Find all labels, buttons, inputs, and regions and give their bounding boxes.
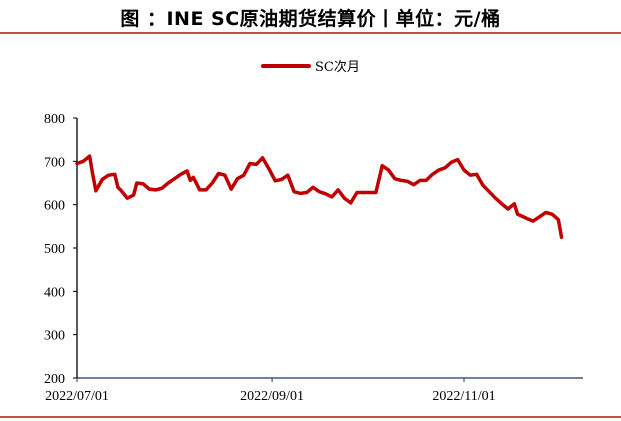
- title-divider: [0, 32, 621, 34]
- y-tick-label: 400: [44, 285, 65, 300]
- x-axis: 2022/07/01 2022/09/01 2022/11/01: [45, 377, 583, 404]
- x-tick-label: 2022/07/01: [45, 389, 109, 404]
- chart-title: 图 ：INE SC原油期货结算价丨单位：元/桶: [120, 8, 501, 30]
- y-tick-label: 500: [44, 242, 65, 257]
- x-tick-label: 2022/11/01: [432, 389, 495, 404]
- legend-swatch-sc: [261, 63, 311, 68]
- footer-divider: [0, 416, 621, 418]
- x-tick-label: 2022/09/01: [240, 389, 304, 404]
- y-tick-label: 800: [44, 112, 65, 127]
- sc-series-line: [75, 154, 564, 239]
- y-axis: 200 300 400 500 600 700 800: [44, 112, 78, 387]
- chart-legend: SC次月: [261, 56, 360, 75]
- y-tick-label: 200: [44, 372, 65, 387]
- legend-label-sc: SC次月: [315, 60, 360, 75]
- y-tick-label: 600: [44, 199, 65, 214]
- y-tick-label: 700: [44, 155, 65, 170]
- y-tick-label: 300: [44, 329, 65, 344]
